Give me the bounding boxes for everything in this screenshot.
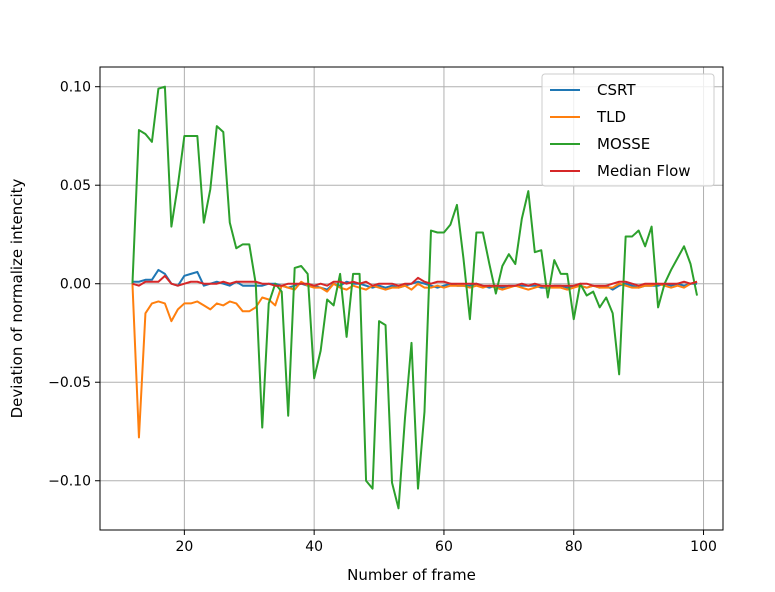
x-tick-label: 80 xyxy=(565,539,583,555)
plot-area-frame xyxy=(99,66,724,531)
y-tick-label: 0.10 xyxy=(60,80,91,96)
x-tick-label: 20 xyxy=(175,539,193,555)
legend-label-mosse: MOSSE xyxy=(597,135,650,153)
series-layer xyxy=(131,85,699,510)
legend-label-csrt: CSRT xyxy=(597,81,636,99)
legend-label-median-flow: Median Flow xyxy=(597,162,691,180)
y-axis-ticks: −0.10 −0.05 0.00 0.05 0.10 xyxy=(48,80,100,490)
series-line-median-flow xyxy=(132,274,698,287)
x-axis-ticks: 20 40 60 80 100 xyxy=(175,530,717,555)
x-axis-label: Number of frame xyxy=(347,566,476,584)
legend-label-tld: TLD xyxy=(596,108,626,126)
x-tick-label: 40 xyxy=(305,539,323,555)
y-tick-label: 0.00 xyxy=(60,277,91,293)
legend: CSRT TLD MOSSE Median Flow xyxy=(541,73,715,187)
y-tick-label: −0.05 xyxy=(48,375,91,391)
y-tick-label: 0.05 xyxy=(60,178,91,194)
y-axis-label: Deviation of normalize intencity xyxy=(8,178,26,418)
series-line-mosse xyxy=(131,85,699,510)
y-tick-label: −0.10 xyxy=(48,474,91,490)
legend-box xyxy=(541,73,715,187)
x-tick-label: 60 xyxy=(435,539,453,555)
x-tick-label: 100 xyxy=(690,539,717,555)
series-line-tld xyxy=(131,280,698,439)
